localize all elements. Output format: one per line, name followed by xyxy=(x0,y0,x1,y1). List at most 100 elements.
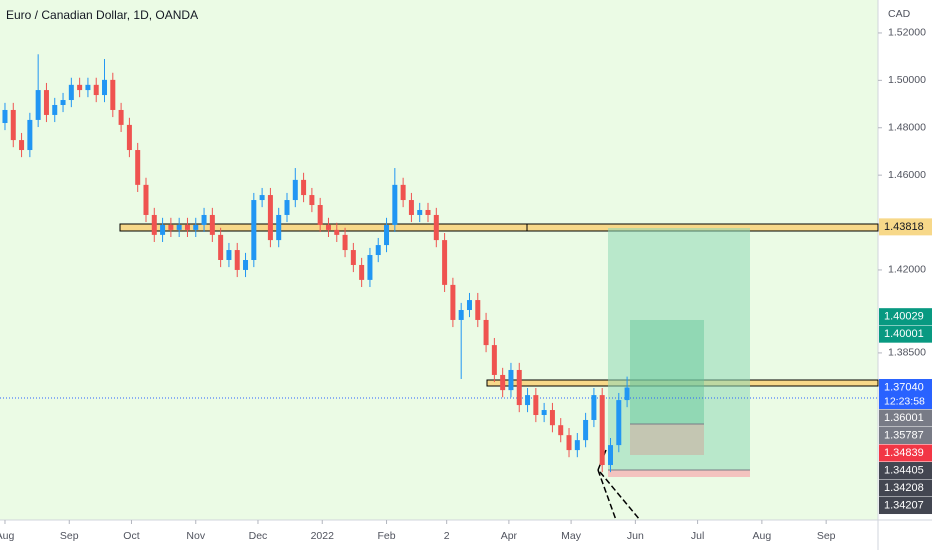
candle-body xyxy=(583,419,589,441)
candle-body xyxy=(102,79,108,96)
candle-body xyxy=(10,109,16,141)
candle-body xyxy=(525,395,531,406)
candle-body xyxy=(325,224,331,230)
price-label xyxy=(879,325,932,343)
price-label-text: 1.34405 xyxy=(884,464,924,476)
candle-body xyxy=(442,240,448,285)
candle-body xyxy=(508,369,514,391)
y-tick-label: 1.52000 xyxy=(888,27,926,39)
candle-body xyxy=(276,214,282,241)
candle-body xyxy=(27,119,33,151)
candle-body xyxy=(533,395,539,416)
candle-body xyxy=(52,104,58,115)
candle-body xyxy=(425,209,431,215)
candle-body xyxy=(126,124,132,151)
candle-body xyxy=(60,100,66,105)
trend-line[interactable] xyxy=(599,471,641,521)
candle-body xyxy=(143,184,149,215)
candle-body xyxy=(458,310,464,320)
x-tick-label: Nov xyxy=(186,530,205,542)
x-tick-label: Jul xyxy=(691,530,704,542)
candle-body xyxy=(342,234,348,251)
price-label-text: 1.37040 xyxy=(884,381,924,393)
currency-label: CAD xyxy=(888,8,911,20)
candle-body xyxy=(616,400,622,446)
chart-title: Euro / Canadian Dollar, 1D, OANDA xyxy=(6,8,198,22)
candle-body xyxy=(2,109,8,124)
candle-body xyxy=(135,150,141,185)
candle-body xyxy=(317,205,323,225)
candle-body xyxy=(483,319,489,346)
candle-body xyxy=(491,345,497,375)
x-tick-label: Feb xyxy=(377,530,395,542)
candle-body xyxy=(284,200,290,215)
candle-body xyxy=(301,179,307,196)
y-tick-label: 1.48000 xyxy=(888,122,926,134)
position-loss[interactable] xyxy=(630,424,704,455)
position-profit[interactable] xyxy=(630,320,704,424)
candle-body xyxy=(292,179,298,201)
x-tick-label: 2022 xyxy=(311,530,335,542)
x-tick-label: Aug xyxy=(0,530,14,542)
candle-body xyxy=(541,410,547,416)
price-label-text: 1.40001 xyxy=(884,328,924,340)
candle-body xyxy=(408,200,414,215)
x-tick-label: Aug xyxy=(753,530,772,542)
y-tick-label: 1.50000 xyxy=(888,74,926,86)
price-label-text: 1.34839 xyxy=(884,447,924,459)
price-label-text: 1.34208 xyxy=(884,482,924,494)
candle-body xyxy=(384,224,390,246)
y-tick-label: 1.42000 xyxy=(888,264,926,276)
candle-body xyxy=(110,79,116,110)
candle-body xyxy=(184,224,190,230)
candle-body xyxy=(350,250,356,265)
candle-body xyxy=(574,440,580,451)
price-label-text: 1.36001 xyxy=(884,412,924,424)
candle-body xyxy=(259,195,265,201)
price-label xyxy=(879,308,932,326)
candle-body xyxy=(450,284,456,320)
x-tick-label: Apr xyxy=(501,530,518,542)
candle-body xyxy=(367,255,373,280)
candle-body xyxy=(433,214,439,241)
price-label xyxy=(879,479,932,497)
candle-body xyxy=(151,214,157,235)
position-loss[interactable] xyxy=(608,470,750,477)
candle-body xyxy=(201,214,207,225)
x-tick-label: Dec xyxy=(249,530,268,542)
price-label xyxy=(879,497,932,515)
candle-body xyxy=(93,84,99,96)
candle-body xyxy=(475,300,481,320)
candle-body xyxy=(209,214,215,235)
candle-body xyxy=(309,195,315,206)
price-labels: 1.43818 1.40029 1.40001 1.37040 12:23:58 1.36… xyxy=(879,218,932,515)
countdown: 12:23:58 xyxy=(884,395,925,407)
x-tick-label: May xyxy=(561,530,582,542)
candle-body xyxy=(549,410,555,426)
price-label xyxy=(879,409,932,427)
x-tick-label: Oct xyxy=(123,530,139,542)
price-label-text: 1.35787 xyxy=(884,429,924,441)
time-axis xyxy=(0,520,878,550)
y-tick-label: 1.38500 xyxy=(888,347,926,359)
price-label xyxy=(879,444,932,462)
price-label xyxy=(879,462,932,480)
candle-body xyxy=(193,224,199,230)
x-tick-label: 2 xyxy=(444,530,450,542)
candle-body xyxy=(168,224,174,230)
candle-body xyxy=(251,200,257,260)
candle-body xyxy=(243,260,249,270)
candle-body xyxy=(599,395,605,466)
candles xyxy=(2,54,630,473)
candle-body xyxy=(607,445,613,466)
x-tick-label: Sep xyxy=(817,530,836,542)
candle-body xyxy=(160,224,166,235)
zone[interactable] xyxy=(119,223,879,232)
price-label xyxy=(879,379,932,410)
candle-body xyxy=(624,387,630,401)
candle-body xyxy=(375,245,381,256)
candle-body xyxy=(267,195,273,241)
candle-body xyxy=(566,435,572,451)
candle-body xyxy=(85,84,91,91)
